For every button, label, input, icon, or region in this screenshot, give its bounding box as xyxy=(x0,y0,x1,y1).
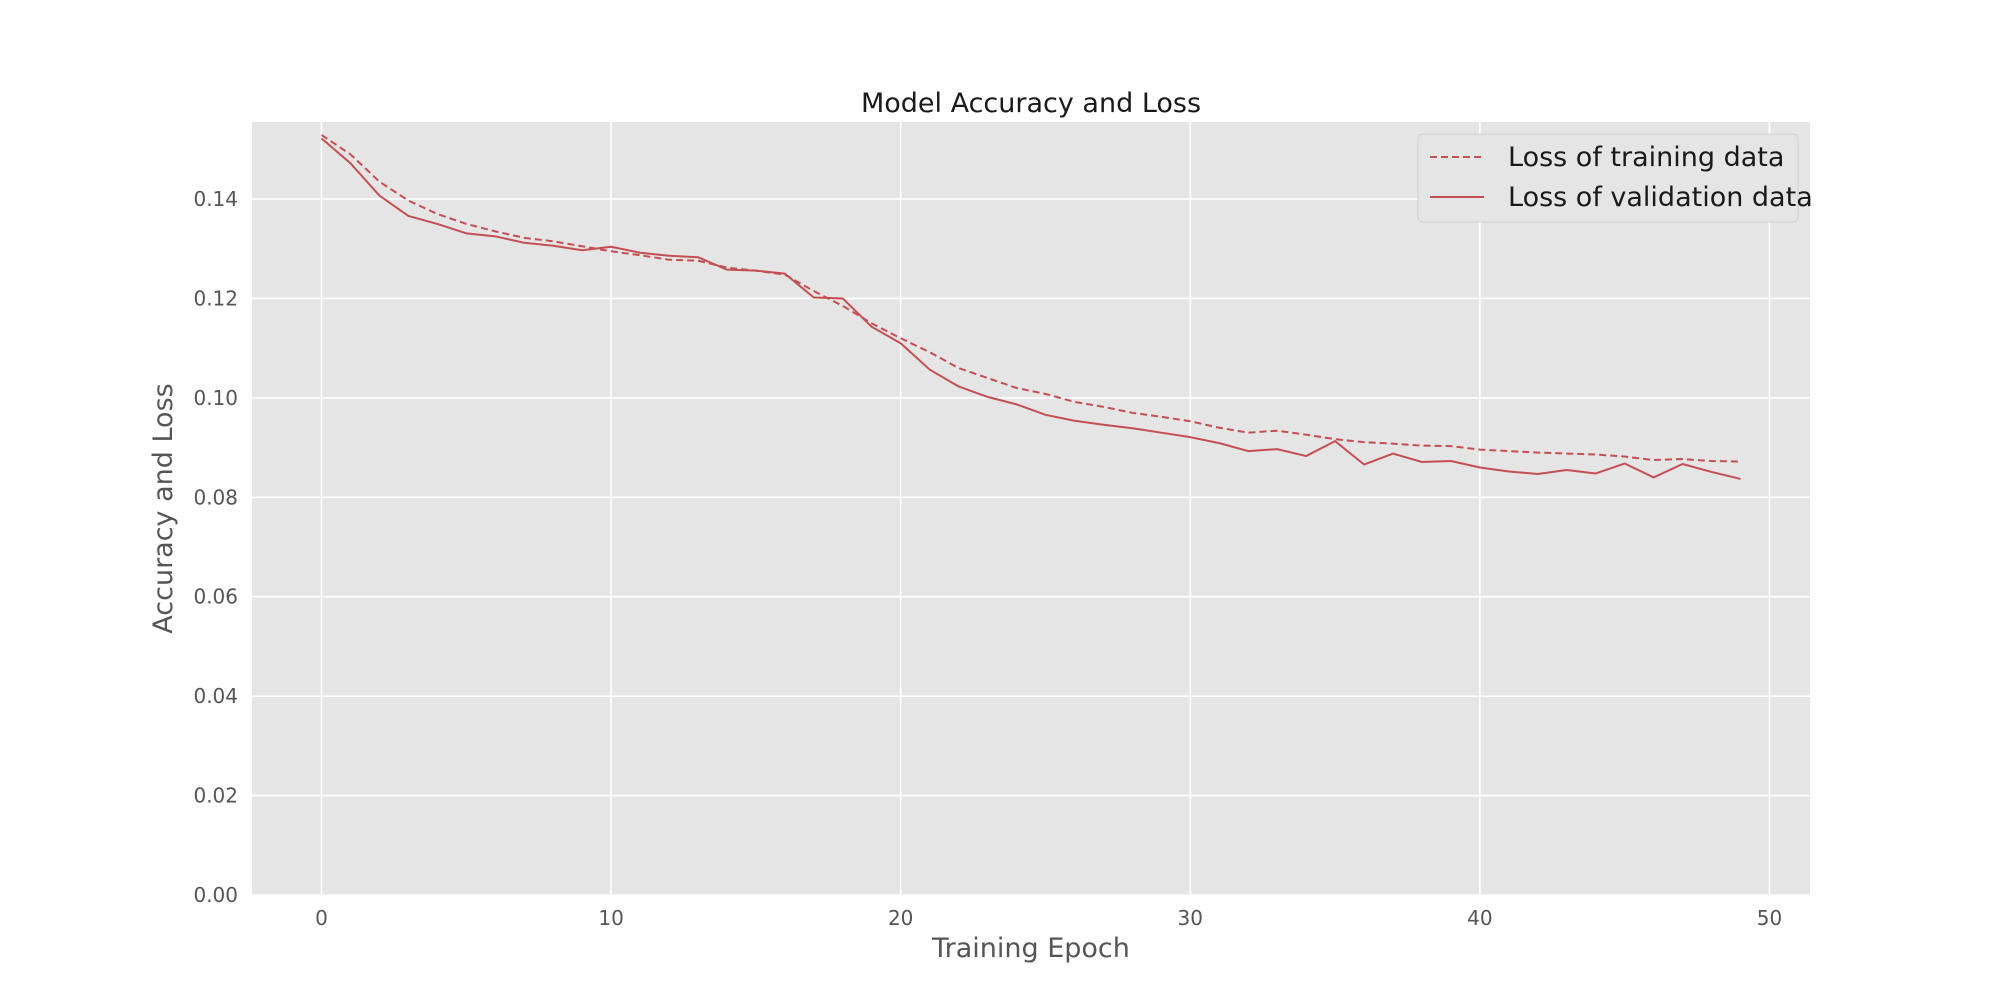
series-lines xyxy=(320,134,1741,480)
chart-title: Model Accuracy and Loss xyxy=(861,88,1201,119)
plot-area xyxy=(252,122,1810,895)
x-axis-label: Training Epoch xyxy=(931,933,1130,964)
legend-label-validation: Loss of validation data xyxy=(1508,182,1813,213)
y-tick-label: 0.06 xyxy=(193,585,238,609)
y-tick-label: 0.00 xyxy=(193,883,238,907)
series-line-training xyxy=(320,134,1741,463)
y-tick-label: 0.10 xyxy=(193,386,238,410)
grid-lines xyxy=(252,122,1810,896)
legend: Loss of training data Loss of validation… xyxy=(1417,133,1813,223)
x-tick-label: 30 xyxy=(1178,906,1203,930)
legend-box xyxy=(1417,133,1799,223)
y-tick-label: 0.04 xyxy=(193,684,238,708)
x-tick-label: 40 xyxy=(1467,906,1492,930)
y-tick-label: 0.02 xyxy=(193,784,238,808)
x-tick-label: 0 xyxy=(315,906,328,930)
tick-labels: 0 10 20 30 40 50 0.00 0.02 0.04 0.06 0.08 0.10 0.12 0… xyxy=(193,187,1782,930)
y-axis-label: Accuracy and Loss xyxy=(148,383,179,633)
y-tick-label: 0.14 xyxy=(193,187,238,211)
x-tick-label: 10 xyxy=(598,906,623,930)
y-tick-label: 0.08 xyxy=(193,485,238,509)
series-line-validation xyxy=(320,137,1741,480)
x-tick-label: 20 xyxy=(888,906,913,930)
x-tick-label: 50 xyxy=(1757,906,1782,930)
legend-label-training: Loss of training data xyxy=(1508,142,1784,173)
y-tick-label: 0.12 xyxy=(193,286,238,310)
